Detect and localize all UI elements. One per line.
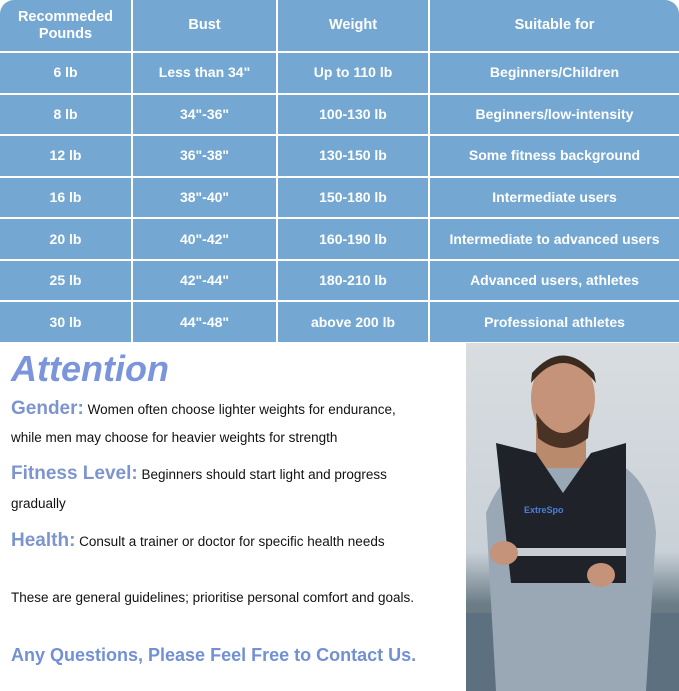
table-cell: 34"-36" <box>133 94 276 135</box>
column-header: Recommeded Pounds <box>0 0 131 51</box>
guideline-note: These are general guidelines; prioritise… <box>11 590 414 605</box>
table-cell: Professional athletes <box>430 302 679 342</box>
column-header: Suitable for <box>430 0 679 51</box>
table-cell: 38"-40" <box>133 177 276 218</box>
table-cell: 40"-42" <box>133 219 276 259</box>
table-cell: Intermediate users <box>430 177 679 218</box>
fitness-note: Fitness Level: Beginners should start li… <box>11 463 387 485</box>
gender-text-cont: while men may choose for heavier weights… <box>11 430 338 445</box>
table-cell: above 200 lb <box>278 302 428 342</box>
size-table: Recommeded Pounds Bust Weight Suitable for 6… <box>0 0 679 342</box>
fitness-text-cont: gradually <box>11 496 66 511</box>
table-cell: Intermediate to advanced users <box>430 219 679 259</box>
contact-text: Any Questions, Please Feel Free to Conta… <box>11 645 417 665</box>
table-cell: 16 lb <box>0 177 131 218</box>
table-cell: 36"-38" <box>133 136 276 176</box>
athlete-photo: ExtreSpo <box>466 343 679 691</box>
table-cell: 160-190 lb <box>278 219 428 259</box>
vest-brand-logo: ExtreSpo <box>524 505 564 515</box>
table-cell: 25 lb <box>0 260 131 301</box>
table-cell: 150-180 lb <box>278 177 428 218</box>
column-header: Weight <box>278 0 428 51</box>
table-cell: 100-130 lb <box>278 94 428 135</box>
fitness-text: Beginners should start light and progres… <box>141 467 387 482</box>
gender-note: Gender: Women often choose lighter weigh… <box>11 398 396 420</box>
table-cell: 30 lb <box>0 302 131 342</box>
table-cell: Up to 110 lb <box>278 53 428 93</box>
health-label: Health: <box>11 530 76 551</box>
table-cell: 8 lb <box>0 94 131 135</box>
table-cell: Less than 34" <box>133 53 276 93</box>
table-cell: Advanced users, athletes <box>430 260 679 301</box>
table-cell: 42"-44" <box>133 260 276 301</box>
fitness-label: Fitness Level: <box>11 463 138 484</box>
table-cell: Some fitness background <box>430 136 679 176</box>
gender-label: Gender: <box>11 398 84 419</box>
table-cell: Beginners/low-intensity <box>430 94 679 135</box>
health-note: Health: Consult a trainer or doctor for … <box>11 530 385 552</box>
table-cell: 6 lb <box>0 53 131 93</box>
column-header: Bust <box>133 0 276 51</box>
health-text: Consult a trainer or doctor for specific… <box>79 534 385 549</box>
table-cell: 20 lb <box>0 219 131 259</box>
gender-text: Women often choose lighter weights for e… <box>87 402 396 417</box>
table-cell: Beginners/Children <box>430 53 679 93</box>
table-cell: 44"-48" <box>133 302 276 342</box>
attention-title: Attention <box>11 348 169 389</box>
table-cell: 180-210 lb <box>278 260 428 301</box>
table-cell: 130-150 lb <box>278 136 428 176</box>
table-cell: 12 lb <box>0 136 131 176</box>
